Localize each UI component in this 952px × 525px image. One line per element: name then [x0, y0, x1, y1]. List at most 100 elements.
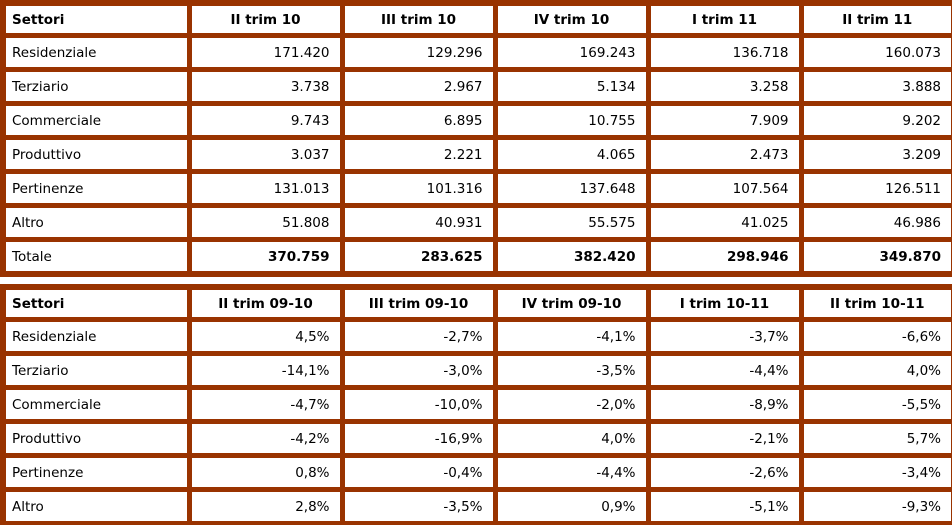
- cell-value: -4,4%: [645, 351, 804, 390]
- header-row: Settori II trim 10 III trim 10 IV trim 10 I …: [0, 0, 952, 38]
- cell-value: 3.738: [186, 67, 345, 106]
- column-header: IV trim 09-10: [492, 284, 651, 322]
- cell-value: 3.888: [798, 67, 952, 106]
- cell-value: 382.420: [492, 237, 651, 277]
- table-row: Terziario -14,1% -3,0% -3,5% -4,4% 4,0%: [0, 351, 952, 390]
- row-label: Residenziale: [0, 317, 192, 356]
- cell-value: 131.013: [186, 169, 345, 208]
- table-row: Terziario 3.738 2.967 5.134 3.258 3.888: [0, 67, 952, 106]
- cell-value: 2.967: [339, 67, 498, 106]
- cell-value: 2.473: [645, 135, 804, 174]
- cell-value: 160.073: [798, 33, 952, 72]
- table-row: Residenziale 4,5% -2,7% -4,1% -3,7% -6,6%: [0, 317, 952, 356]
- cell-value: 2.221: [339, 135, 498, 174]
- cell-value: -4,2%: [186, 419, 345, 458]
- cell-value: 136.718: [645, 33, 804, 72]
- cell-value: -4,7%: [186, 385, 345, 424]
- table-row: Pertinenze 0,8% -0,4% -4,4% -2,6% -3,4%: [0, 453, 952, 492]
- table-row: Altro 2,8% -3,5% 0,9% -5,1% -9,3%: [0, 487, 952, 525]
- row-label: Produttivo: [0, 135, 192, 174]
- cell-value: -3,0%: [339, 351, 498, 390]
- cell-value: -2,3%: [339, 521, 498, 525]
- table-row: Residenziale 171.420 129.296 169.243 136.718…: [0, 33, 952, 72]
- cell-value: 0,8%: [186, 453, 345, 492]
- column-header: II trim 09-10: [186, 284, 345, 322]
- cell-value: -3,4%: [492, 521, 651, 525]
- cell-value: 2,8%: [186, 487, 345, 525]
- table-row: Produttivo -4,2% -16,9% 4,0% -2,1% 5,7%: [0, 419, 952, 458]
- cell-value: 129.296: [339, 33, 498, 72]
- cell-value: 9.202: [798, 101, 952, 140]
- column-header: III trim 10: [339, 0, 498, 38]
- cell-value: 3.209: [798, 135, 952, 174]
- row-label: Terziario: [0, 67, 192, 106]
- cell-value: 4.065: [492, 135, 651, 174]
- cell-value: 283.625: [339, 237, 498, 277]
- cell-value: -3,5%: [492, 351, 651, 390]
- row-label: Commerciale: [0, 385, 192, 424]
- column-header: II trim 10: [186, 0, 345, 38]
- cell-value: 101.316: [339, 169, 498, 208]
- cell-value: -5,5%: [798, 385, 952, 424]
- table-row: Commerciale 9.743 6.895 10.755 7.909 9.202: [0, 101, 952, 140]
- cell-value: 298.946: [645, 237, 804, 277]
- table-gap: [0, 277, 952, 284]
- cell-value: 107.564: [645, 169, 804, 208]
- cell-value: -5,1%: [645, 487, 804, 525]
- row-label: Residenziale: [0, 33, 192, 72]
- column-header: I trim 10-11: [645, 284, 804, 322]
- cell-value: -0,4%: [339, 453, 498, 492]
- cell-value: 0,9%: [492, 487, 651, 525]
- table-row: Altro 51.808 40.931 55.575 41.025 46.986: [0, 203, 952, 242]
- row-label: Altro: [0, 203, 192, 242]
- cell-value: 3.037: [186, 135, 345, 174]
- cell-value: 171.420: [186, 33, 345, 72]
- transactions-table: Settori II trim 10 III trim 10 IV trim 10 I …: [0, 0, 952, 277]
- cell-value: -2,7%: [339, 317, 498, 356]
- row-label: Pertinenze: [0, 169, 192, 208]
- cell-value: -14,1%: [186, 351, 345, 390]
- cell-value: 51.808: [186, 203, 345, 242]
- cell-value: 7.909: [645, 101, 804, 140]
- column-header: IV trim 10: [492, 0, 651, 38]
- row-label: Produttivo: [0, 419, 192, 458]
- cell-value: -16,9%: [339, 419, 498, 458]
- cell-value: -3,5%: [339, 487, 498, 525]
- column-header: I trim 11: [645, 0, 804, 38]
- cell-value: 126.511: [798, 169, 952, 208]
- cell-value: -2,6%: [645, 453, 804, 492]
- column-header: Settori: [0, 0, 192, 38]
- cell-value: -2,1%: [645, 419, 804, 458]
- cell-value: 46.986: [798, 203, 952, 242]
- row-label: Totale: [0, 521, 192, 525]
- row-label: Terziario: [0, 351, 192, 390]
- cell-value: -4,4%: [492, 453, 651, 492]
- header-row: Settori II trim 09-10 III trim 09-10 IV tri…: [0, 284, 952, 322]
- row-label: Totale: [0, 237, 192, 277]
- column-header: III trim 09-10: [339, 284, 498, 322]
- cell-value: 9.743: [186, 101, 345, 140]
- cell-value: 169.243: [492, 33, 651, 72]
- table-row: Pertinenze 131.013 101.316 137.648 107.564 12…: [0, 169, 952, 208]
- cell-value: 10.755: [492, 101, 651, 140]
- cell-value: -4,1%: [492, 317, 651, 356]
- cell-value: -6,6%: [798, 317, 952, 356]
- column-header: II trim 10-11: [798, 284, 952, 322]
- cell-value: -5,6%: [798, 521, 952, 525]
- cell-value: 6.895: [339, 101, 498, 140]
- column-header: II trim 11: [798, 0, 952, 38]
- cell-value: 370.759: [186, 237, 345, 277]
- cell-value: -3,7%: [645, 317, 804, 356]
- cell-value: 3.258: [645, 67, 804, 106]
- cell-value: 5.134: [492, 67, 651, 106]
- cell-value: 137.648: [492, 169, 651, 208]
- cell-value: 55.575: [492, 203, 651, 242]
- variations-table: Settori II trim 09-10 III trim 09-10 IV tri…: [0, 284, 952, 525]
- cell-value: 4,0%: [492, 419, 651, 458]
- column-header: Settori: [0, 284, 192, 322]
- row-label: Pertinenze: [0, 453, 192, 492]
- table-row: Totale 370.759 283.625 382.420 298.946 349.87…: [0, 237, 952, 277]
- cell-value: -10,0%: [339, 385, 498, 424]
- cell-value: -9,3%: [798, 487, 952, 525]
